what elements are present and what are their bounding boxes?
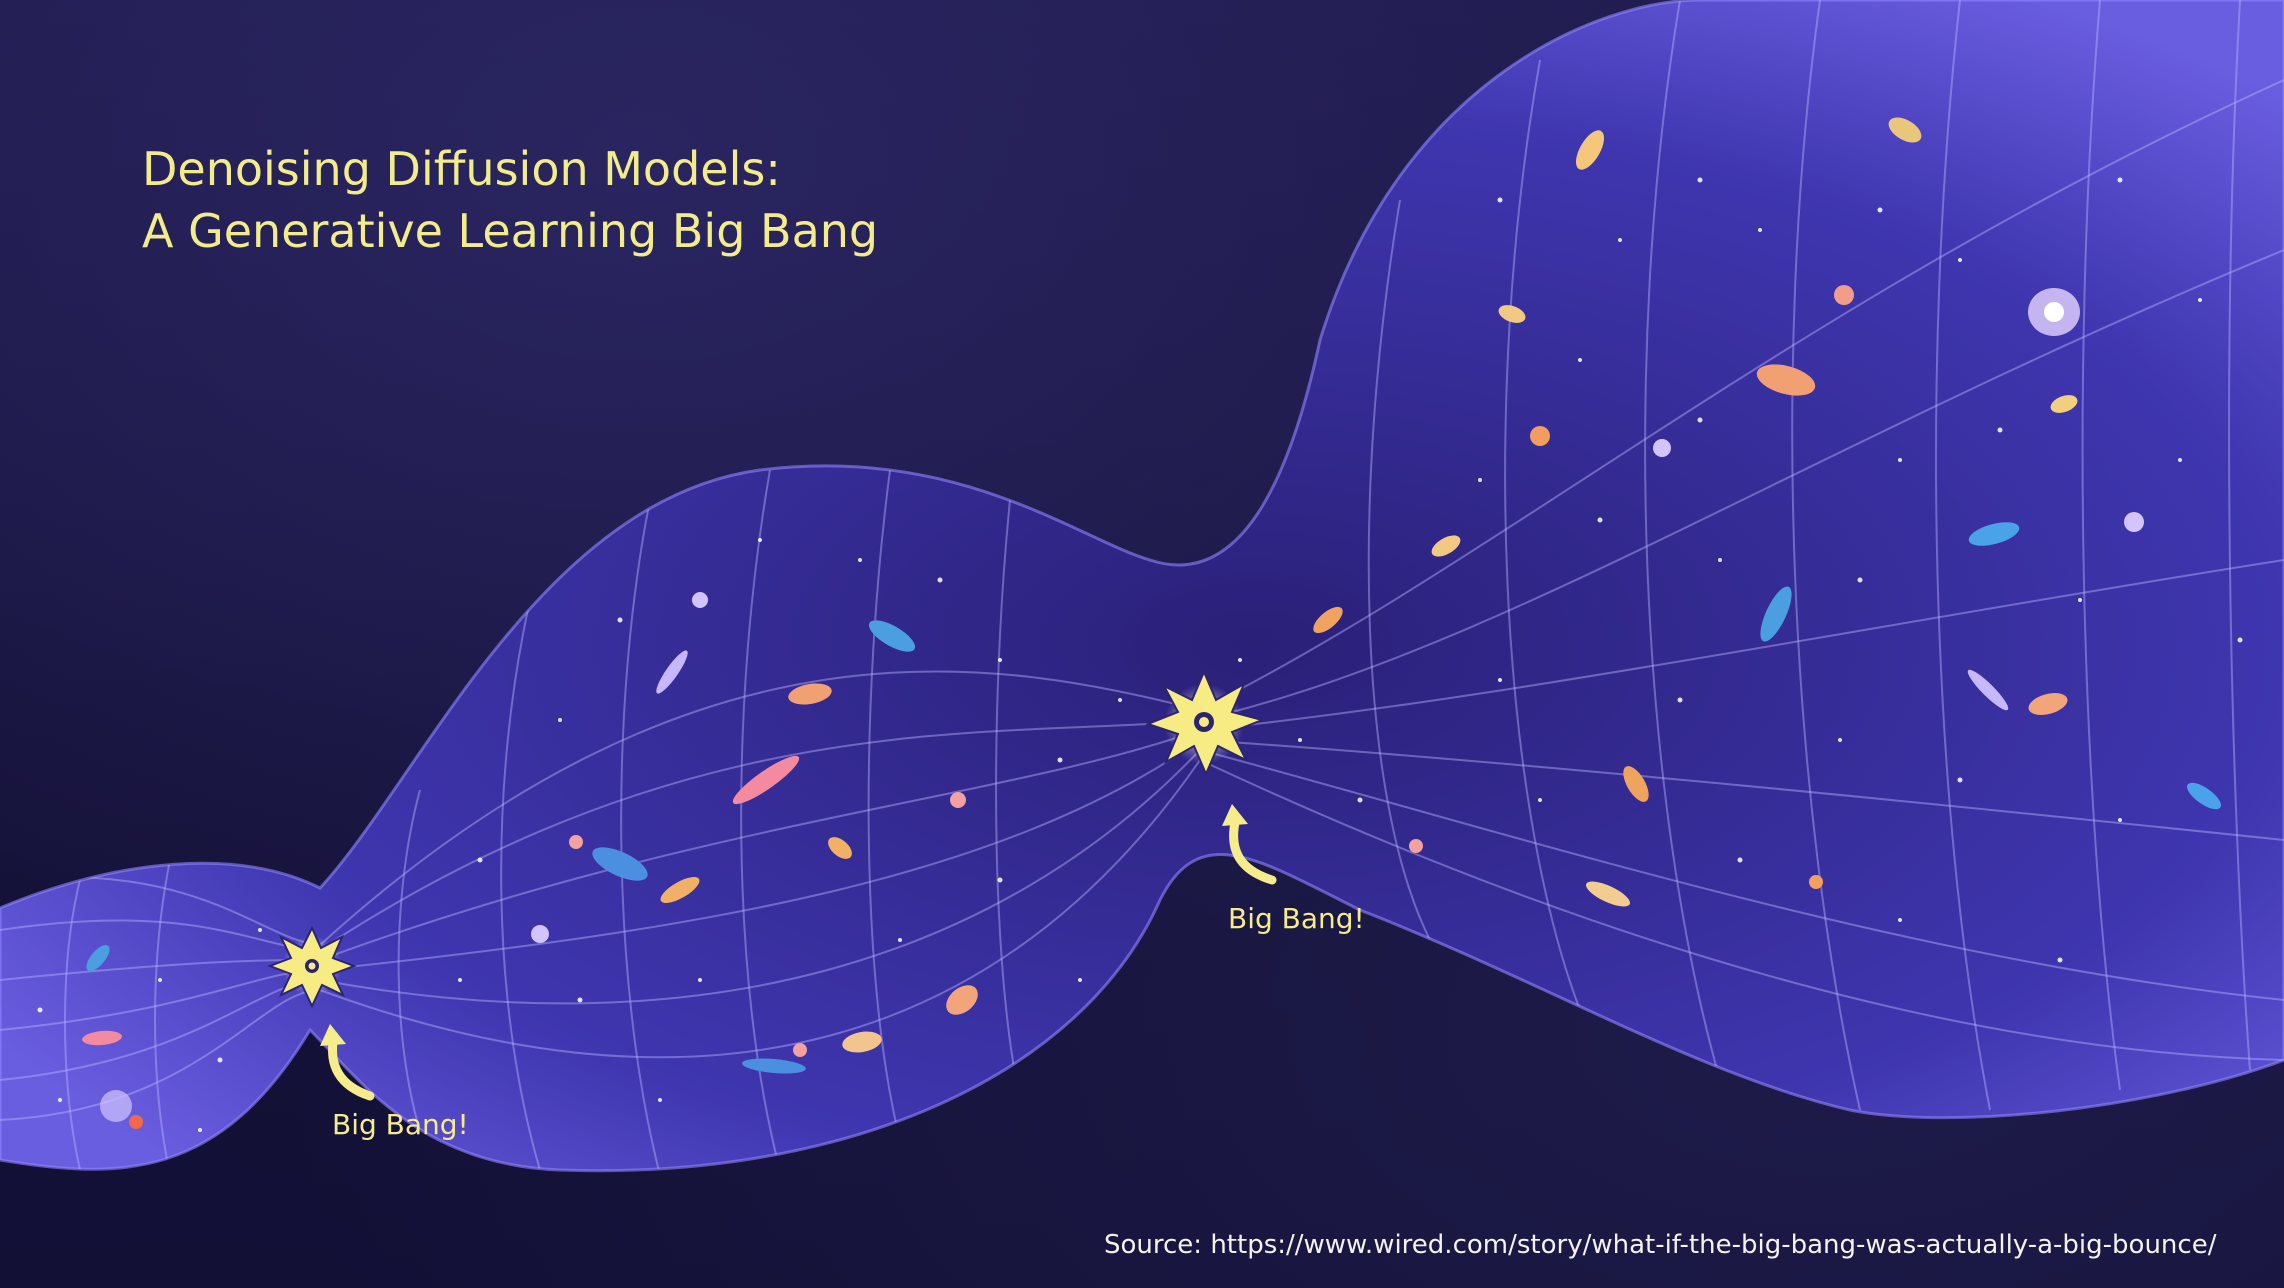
galaxy [1313, 606, 1343, 634]
galaxy [946, 985, 978, 1015]
arrow-icon [1222, 804, 1277, 885]
galaxy [793, 1043, 807, 1057]
galaxy [1498, 305, 1526, 323]
source-citation: Source: https://www.wired.com/story/what… [1104, 1230, 2217, 1260]
galaxy [1756, 364, 1816, 396]
galaxy [1576, 130, 1604, 170]
galaxy [2028, 693, 2068, 715]
slide-title: Denoising Diffusion Models: A Generative… [142, 138, 878, 262]
galaxy [531, 925, 549, 943]
galaxy [592, 847, 648, 881]
galaxy [2124, 512, 2144, 532]
galaxy [868, 620, 916, 652]
galaxy [692, 592, 708, 608]
galaxy [1888, 117, 1922, 143]
galaxy [828, 837, 852, 859]
galaxy [1968, 522, 2020, 546]
big-bang-label-right: Big Bang! [1228, 902, 1365, 935]
galaxy [788, 683, 832, 705]
galaxy [2186, 782, 2222, 810]
galaxy [1409, 839, 1423, 853]
galaxy [129, 1115, 143, 1129]
starburst-icon [1145, 669, 1266, 777]
galaxy [742, 1058, 806, 1074]
galaxy [569, 835, 583, 849]
galaxy [1760, 586, 1792, 642]
galaxy [1967, 669, 2009, 711]
galaxy [2044, 302, 2064, 322]
galaxy-field [37, 117, 2243, 1132]
galaxy [2050, 395, 2078, 413]
galaxy [1623, 766, 1649, 802]
starburst-icon [267, 925, 357, 1009]
big-bang-label-left: Big Bang! [332, 1108, 469, 1141]
arrow-icon [320, 1024, 375, 1101]
galaxy [1431, 535, 1461, 557]
title-line-1: Denoising Diffusion Models: [142, 142, 781, 196]
galaxy [660, 877, 700, 903]
galaxy [656, 650, 688, 694]
galaxy [1653, 439, 1671, 457]
title-line-2: A Generative Learning Big Bang [142, 204, 879, 258]
galaxy [1809, 875, 1823, 889]
galaxy [950, 792, 966, 808]
galaxy [1585, 881, 1631, 907]
galaxy [842, 1031, 882, 1053]
galaxy [1530, 426, 1550, 446]
star-specks [37, 177, 2243, 1132]
galaxy [732, 755, 800, 805]
galaxy [86, 944, 110, 972]
universe-tube [0, 0, 2284, 1173]
galaxy [82, 1030, 122, 1046]
galaxy [1834, 285, 1854, 305]
spacetime-grid [0, 0, 2284, 1171]
galaxy [100, 1090, 132, 1122]
